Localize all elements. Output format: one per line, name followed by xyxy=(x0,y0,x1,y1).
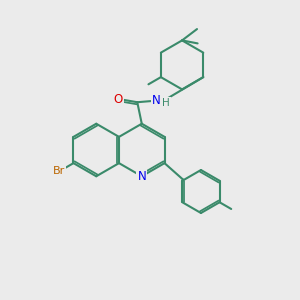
Text: N: N xyxy=(137,170,146,183)
Text: N: N xyxy=(152,94,161,107)
Text: Br: Br xyxy=(53,167,65,176)
Text: H: H xyxy=(162,98,170,108)
Text: O: O xyxy=(114,93,123,106)
